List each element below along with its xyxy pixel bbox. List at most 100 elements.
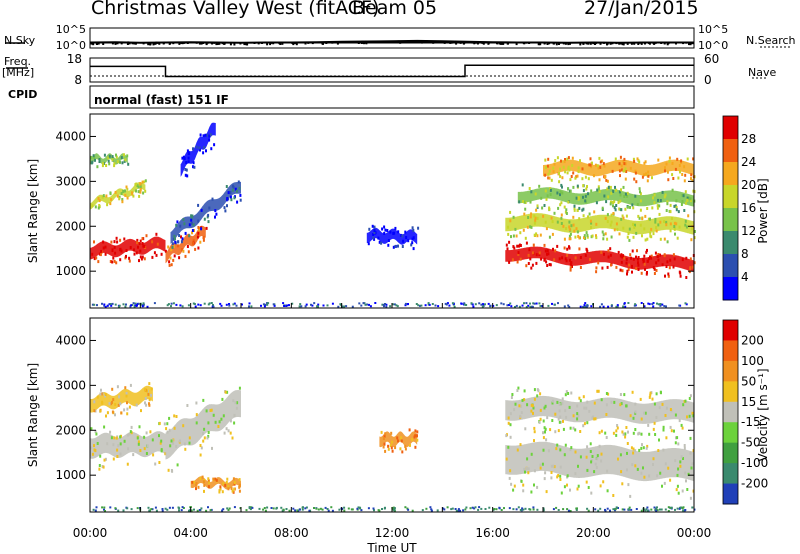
power-echo-cell bbox=[666, 202, 669, 206]
power-echo-cell bbox=[173, 254, 176, 258]
power-echo-cell bbox=[111, 158, 114, 162]
velocity-clutter-cell bbox=[664, 508, 667, 511]
nsky-sample bbox=[200, 42, 203, 45]
velocity-echo-cell bbox=[389, 444, 392, 448]
velocity-echo-cell bbox=[233, 482, 236, 486]
power-echo-cell bbox=[392, 245, 395, 249]
power-echo-cell bbox=[577, 166, 580, 170]
power-echo-cell bbox=[136, 241, 139, 245]
power-echo-cell bbox=[197, 203, 200, 207]
velocity-clutter-cell bbox=[378, 509, 381, 512]
velocity-clutter-cell bbox=[372, 507, 375, 510]
velocity-ytick-label: 4000 bbox=[55, 333, 86, 347]
velocity-colorbar-tick: 50 bbox=[741, 374, 756, 388]
power-echo-cell bbox=[629, 205, 631, 209]
power-echo-cell bbox=[238, 186, 241, 190]
velocity-echo-cell bbox=[127, 447, 130, 451]
velocity-echo-cell bbox=[585, 480, 588, 484]
velocity-echo-cell bbox=[564, 443, 567, 447]
power-echo-cell bbox=[559, 167, 561, 171]
power-clutter-cell bbox=[358, 302, 361, 305]
velocity-clutter-cell bbox=[343, 506, 346, 509]
power-echo-cell bbox=[114, 251, 117, 255]
velocity-echo-cell bbox=[508, 476, 511, 480]
power-clutter-cell bbox=[305, 303, 308, 306]
power-clutter-cell bbox=[241, 303, 243, 306]
velocity-clutter-cell bbox=[294, 509, 297, 512]
velocity-echo-cell bbox=[173, 414, 176, 418]
velocity-echo-cell bbox=[510, 396, 513, 399]
velocity-echo-cell bbox=[576, 412, 579, 416]
velocity-echo-cell bbox=[99, 409, 102, 413]
velocity-echo-cell bbox=[661, 402, 664, 406]
power-echo-cell bbox=[595, 234, 597, 238]
power-echo-cell bbox=[192, 165, 194, 169]
velocity-echo-cell bbox=[629, 494, 632, 498]
velocity-echo-cell bbox=[605, 403, 608, 407]
velocity-echo-cell bbox=[606, 469, 609, 473]
velocity-echo-cell bbox=[649, 391, 652, 395]
velocity-clutter-cell bbox=[614, 508, 617, 511]
velocity-echo-cell bbox=[125, 392, 128, 395]
velocity-clutter-cell bbox=[442, 507, 445, 510]
power-colorbar-tick: 20 bbox=[741, 178, 756, 192]
power-clutter-cell bbox=[203, 302, 206, 305]
power-clutter-cell bbox=[142, 303, 145, 306]
nsky-sample bbox=[579, 43, 582, 46]
power-clutter-cell bbox=[129, 305, 132, 308]
power-echo-cell bbox=[552, 166, 555, 170]
power-echo-cell bbox=[508, 260, 511, 264]
velocity-clutter-cell bbox=[425, 507, 428, 510]
power-echo-cell bbox=[546, 249, 549, 253]
velocity-echo-cell bbox=[94, 430, 97, 434]
velocity-colorbar-tick: 15 bbox=[741, 395, 756, 409]
velocity-echo-cell bbox=[533, 439, 535, 443]
power-clutter-cell bbox=[404, 304, 407, 307]
nsky-sample bbox=[178, 42, 181, 45]
velocity-echo-cell bbox=[167, 468, 170, 472]
power-clutter-cell bbox=[232, 303, 235, 306]
velocity-echo-cell bbox=[203, 483, 206, 487]
power-echo-cell bbox=[237, 180, 240, 184]
power-echo-cell bbox=[209, 133, 212, 137]
power-echo-cell bbox=[190, 218, 193, 222]
power-echo-cell bbox=[223, 206, 226, 210]
power-echo-cell bbox=[607, 255, 610, 259]
velocity-echo-cell bbox=[574, 450, 577, 454]
velocity-echo-cell bbox=[586, 468, 589, 472]
velocity-echo-cell bbox=[639, 397, 642, 401]
velocity-echo-cell bbox=[544, 404, 547, 408]
velocity-echo-cell bbox=[533, 483, 535, 487]
velocity-echo-cell bbox=[530, 409, 533, 413]
nsky-sample bbox=[582, 42, 585, 45]
power-echo-cell bbox=[576, 184, 579, 188]
power-echo-cell bbox=[653, 267, 656, 271]
power-echo-cell bbox=[568, 225, 571, 229]
power-echo-cell bbox=[141, 237, 144, 241]
velocity-echo-cell bbox=[564, 409, 567, 413]
velocity-clutter-cell bbox=[635, 508, 638, 510]
velocity-clutter-cell bbox=[594, 508, 597, 511]
velocity-echo-cell bbox=[119, 435, 122, 439]
power-echo-cell bbox=[617, 250, 620, 254]
velocity-echo-cell bbox=[685, 479, 687, 483]
power-echo-cell bbox=[667, 178, 670, 182]
power-echo-cell bbox=[143, 244, 146, 248]
velocity-echo-cell bbox=[137, 440, 140, 444]
power-echo-cell bbox=[626, 269, 629, 273]
power-echo-cell bbox=[124, 193, 127, 197]
velocity-echo-cell bbox=[397, 439, 399, 443]
velocity-echo-cell bbox=[111, 400, 113, 404]
velocity-echo-cell bbox=[195, 401, 198, 405]
power-echo-cell bbox=[91, 204, 94, 208]
velocity-clutter-cell bbox=[474, 506, 477, 509]
power-clutter-cell bbox=[228, 303, 230, 305]
power-echo-cell bbox=[545, 227, 548, 231]
velocity-clutter-cell bbox=[653, 506, 656, 509]
velocity-echo-cell bbox=[597, 389, 600, 393]
power-clutter-cell bbox=[547, 304, 550, 307]
velocity-echo-cell bbox=[93, 409, 96, 413]
power-echo-cell bbox=[110, 240, 113, 244]
power-echo-cell bbox=[156, 242, 159, 246]
power-echo-cell bbox=[565, 259, 568, 263]
